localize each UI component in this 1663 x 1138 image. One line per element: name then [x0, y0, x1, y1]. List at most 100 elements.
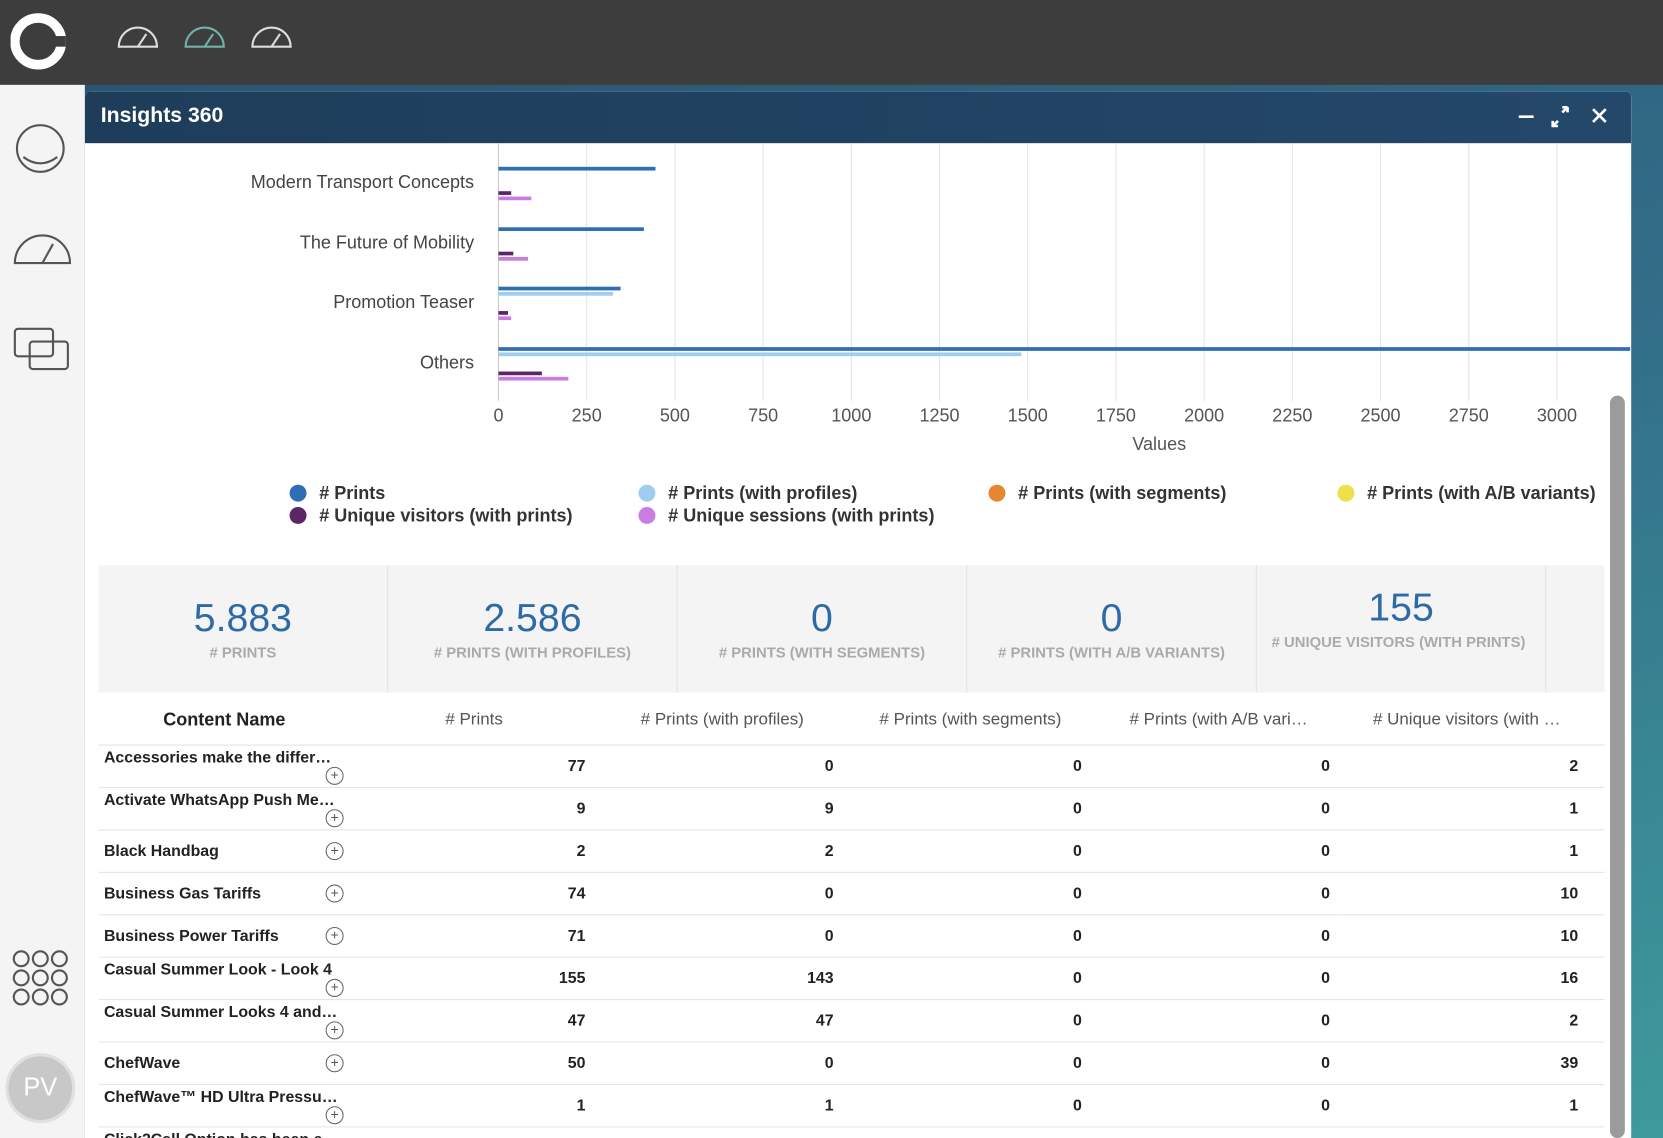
cell-text: Click2Call Option has been e…: [104, 1130, 338, 1138]
kpi-card: 0 # PRINTS (WITH SEGMENTS): [678, 565, 968, 693]
kpi-card: 5.883 # PRINTS: [99, 565, 389, 693]
cell-number: 2: [598, 829, 847, 873]
column-header[interactable]: # Unique visitors (with …: [1342, 694, 1591, 746]
expand-button[interactable]: +: [325, 926, 344, 945]
scrollbar[interactable]: [1609, 395, 1625, 1138]
cell-text: 2: [824, 842, 834, 861]
cell-text: 2: [1569, 1011, 1579, 1030]
expand-button[interactable]: +: [325, 978, 344, 997]
cell-name: ChefWave™ HD Ultra Pressu… +: [98, 1084, 350, 1128]
cell-number: 1: [598, 1084, 847, 1128]
cell-number: 0: [1094, 1126, 1343, 1138]
cell-name: Business Power Tariffs +: [98, 914, 350, 958]
expand-button[interactable]: +: [325, 1054, 344, 1073]
expand-button[interactable]: +: [325, 1020, 344, 1039]
cell-text: 0: [1321, 757, 1330, 776]
window-controls[interactable]: [1517, 106, 1612, 128]
expand-button[interactable]: +: [325, 1105, 344, 1124]
cell-number: 77: [349, 745, 599, 789]
column-header-spacer: [1590, 694, 1605, 746]
cell-text: Business Gas Tariffs: [103, 884, 262, 903]
cell-number: 0: [1094, 745, 1343, 789]
cell-number: 2: [1342, 745, 1591, 789]
cell-name: Casual Summer Look - Look 4 +: [98, 957, 350, 1001]
cell-text: 1: [1569, 799, 1579, 818]
cell-text: 143: [807, 969, 834, 988]
cell-number: 0: [1094, 829, 1343, 873]
expand-button[interactable]: +: [325, 884, 344, 903]
cell-number: 0: [846, 957, 1095, 1001]
kpi-card: 2.586 # PRINTS (WITH PROFILES): [388, 565, 678, 693]
cell-number: 0: [1094, 957, 1343, 1001]
window: Insights 360 5.883 # PRINTS 2.586 # PRINTS …: [84, 91, 1632, 1138]
cell-number: 0: [598, 914, 847, 958]
column-header[interactable]: # Prints (with segments): [846, 694, 1095, 746]
cell-text: 0: [824, 757, 834, 776]
cell-number: 50: [349, 1042, 599, 1085]
cell-spacer: [1590, 745, 1605, 789]
cell-text: 1: [1569, 842, 1579, 861]
column-header[interactable]: # Prints (with A/B vari…: [1094, 694, 1343, 746]
cell-text: 74: [567, 884, 586, 903]
cell-text: 0: [824, 884, 834, 903]
kpi-value: 155: [1368, 585, 1434, 629]
cell-spacer: [1590, 872, 1605, 916]
cell-text: 39: [1560, 1054, 1579, 1073]
apps-icon[interactable]: [11, 948, 73, 1012]
column-header[interactable]: Content Name: [98, 694, 350, 746]
cell-name: Accessories make the differ… +: [98, 745, 350, 789]
cell-text: 1: [1569, 1096, 1579, 1115]
user-avatar[interactable]: PV: [5, 1053, 76, 1124]
cell-text: 0: [1321, 926, 1330, 945]
cell-number: 0: [846, 1084, 1095, 1128]
cell-number: 47: [349, 999, 599, 1043]
cell-spacer: [1590, 914, 1605, 958]
cell-number: 10: [1342, 914, 1591, 958]
cell-text: 9: [824, 799, 834, 818]
cell-text: 1: [576, 1096, 586, 1115]
cell-text: ChefWave™ HD Ultra Pressu…: [103, 1087, 338, 1106]
table-row: Business Power Tariffs +71 0 0 0 10: [98, 914, 1605, 958]
cell-text: 0: [1072, 926, 1082, 945]
expand-button[interactable]: +: [325, 808, 344, 827]
cell-number: 0: [1094, 1084, 1343, 1128]
kpi-card: 155 # UNIQUE VISITORS (WITH PRINTS): [1257, 565, 1547, 693]
column-header[interactable]: # Prints (with profiles): [598, 694, 847, 746]
cell-number: 0: [1094, 787, 1343, 831]
cell-text: Black Handbag: [103, 842, 219, 861]
cell-text: 0: [1072, 757, 1082, 776]
cell-number: 9: [349, 787, 599, 831]
kpi-row: 5.883 # PRINTS 2.586 # PRINTS (WITH PROFILE…: [98, 565, 1605, 693]
cell-number: 0: [1094, 872, 1343, 916]
cell-number: 0: [1094, 999, 1343, 1043]
cell-text: 0: [1072, 969, 1082, 988]
expand-button[interactable]: +: [325, 766, 344, 785]
table-head: Content Name # Prints # Prints (with profi…: [98, 694, 1605, 746]
cell-name: Activate WhatsApp Push Me… +: [98, 787, 350, 831]
kpi-label: # PRINTS: [209, 643, 277, 661]
cell-text: 47: [815, 1011, 834, 1030]
cell-spacer: [1590, 829, 1605, 873]
cell-text: 0: [824, 1054, 834, 1073]
cell-number: 47: [598, 999, 847, 1043]
cell-number: 9: [598, 787, 847, 831]
cell-number: 155: [349, 957, 599, 1001]
table-row: Casual Summer Looks 4 and… +47 47 0 0 2: [98, 999, 1605, 1043]
kpi-value: 0: [811, 596, 833, 640]
dashboard-tabs[interactable]: [115, 17, 306, 55]
cell-number: 71: [349, 914, 599, 958]
column-header[interactable]: # Prints: [349, 694, 599, 746]
cell-number: 0: [846, 914, 1095, 958]
cell-text: 16: [1560, 969, 1579, 988]
expand-button[interactable]: +: [325, 842, 344, 861]
sidebar-icons[interactable]: [11, 115, 75, 465]
cell-number: 1: [1342, 829, 1591, 873]
cell-spacer: [1590, 957, 1605, 1001]
logo[interactable]: [10, 13, 66, 70]
cell-number: 0: [846, 872, 1095, 916]
cell-text: 0: [1321, 1054, 1330, 1073]
cell-name: Black Handbag +: [98, 829, 350, 873]
table-row: Black Handbag +2 2 0 0 1: [98, 829, 1605, 873]
cell-text: 0: [1072, 799, 1082, 818]
